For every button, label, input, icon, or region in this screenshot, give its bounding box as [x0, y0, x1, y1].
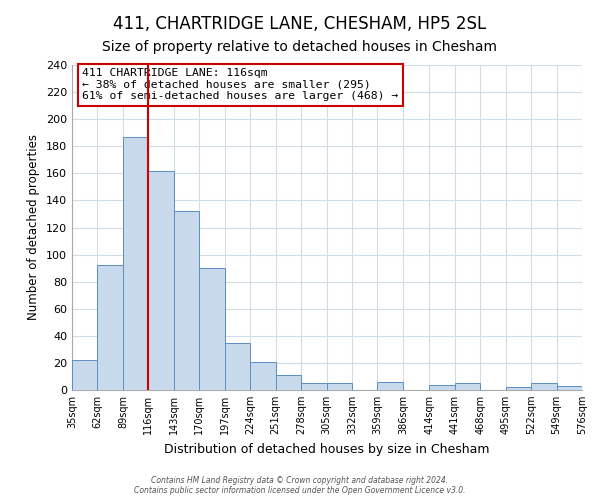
Bar — [225, 342, 250, 390]
Bar — [148, 170, 174, 390]
Bar — [250, 362, 275, 390]
Bar — [377, 382, 403, 390]
Bar — [123, 137, 148, 390]
Bar — [97, 266, 123, 390]
Bar — [455, 383, 480, 390]
Bar — [72, 360, 97, 390]
Bar — [174, 211, 199, 390]
Bar — [531, 383, 557, 390]
Bar — [199, 268, 225, 390]
Bar — [275, 375, 301, 390]
Bar — [429, 384, 455, 390]
Bar — [301, 383, 326, 390]
X-axis label: Distribution of detached houses by size in Chesham: Distribution of detached houses by size … — [164, 442, 490, 456]
Text: Contains HM Land Registry data © Crown copyright and database right 2024.
Contai: Contains HM Land Registry data © Crown c… — [134, 476, 466, 495]
Text: 411 CHARTRIDGE LANE: 116sqm
← 38% of detached houses are smaller (295)
61% of se: 411 CHARTRIDGE LANE: 116sqm ← 38% of det… — [82, 68, 398, 102]
Bar — [506, 388, 531, 390]
Bar — [326, 383, 352, 390]
Y-axis label: Number of detached properties: Number of detached properties — [28, 134, 40, 320]
Text: Size of property relative to detached houses in Chesham: Size of property relative to detached ho… — [103, 40, 497, 54]
Bar — [557, 386, 582, 390]
Text: 411, CHARTRIDGE LANE, CHESHAM, HP5 2SL: 411, CHARTRIDGE LANE, CHESHAM, HP5 2SL — [113, 15, 487, 33]
